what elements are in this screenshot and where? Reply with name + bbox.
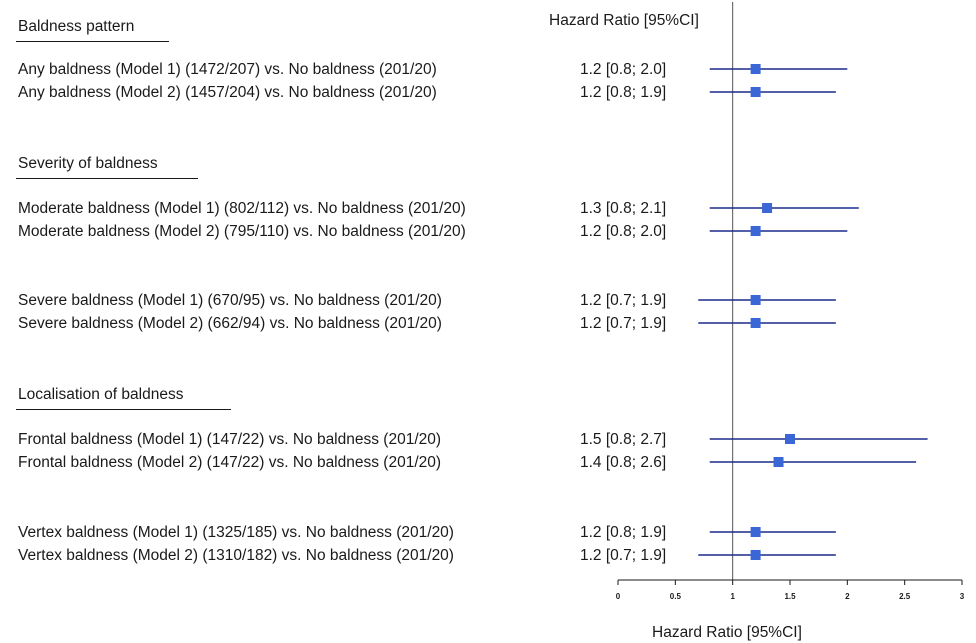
hr-marker [750, 527, 761, 537]
x-tick-label: 1 [730, 592, 735, 601]
section-underline [16, 178, 198, 179]
hr-marker [750, 550, 761, 560]
row-label: Severe baldness (Model 2) (662/94) vs. N… [18, 315, 442, 332]
row-label: Any baldness (Model 1) (1472/207) vs. No… [18, 61, 437, 78]
section-underline [16, 41, 169, 42]
x-axis-label: Hazard Ratio [95%CI] [652, 624, 802, 641]
row-label: Severe baldness (Model 1) (670/95) vs. N… [18, 292, 442, 309]
row-label: Frontal baldness (Model 2) (147/22) vs. … [18, 454, 442, 471]
hr-marker [750, 318, 761, 328]
row-label: Moderate baldness (Model 2) (795/110) vs… [18, 223, 466, 240]
row-hr-text: 1.3 [0.8; 2.1] [580, 200, 667, 217]
row-hr-text: 1.2 [0.8; 1.9] [580, 84, 667, 101]
row-hr-text: 1.2 [0.8; 2.0] [580, 61, 667, 78]
x-tick-label: 0.5 [670, 592, 682, 601]
hr-marker [762, 203, 773, 213]
row-hr-text: 1.2 [0.7; 1.9] [580, 547, 667, 564]
section-underline [16, 409, 231, 410]
row-hr-text: 1.5 [0.8; 2.7] [580, 431, 667, 448]
column-header: Hazard Ratio [95%CI] [549, 12, 699, 29]
row-hr-text: 1.4 [0.8; 2.6] [580, 454, 667, 471]
row-label: Any baldness (Model 2) (1457/204) vs. No… [18, 84, 437, 101]
x-tick-label: 2 [845, 592, 850, 601]
section-title-localisation: Localisation of baldness [18, 386, 184, 403]
x-tick-label: 1.5 [784, 592, 796, 601]
hr-marker [785, 434, 795, 444]
row-hr-text: 1.2 [0.7; 1.9] [580, 315, 667, 332]
row-hr-text: 1.2 [0.7; 1.9] [580, 292, 667, 309]
hr-marker [750, 64, 761, 74]
hr-marker [750, 87, 761, 97]
x-tick-label: 0 [616, 592, 621, 601]
row-hr-text: 1.2 [0.8; 2.0] [580, 223, 667, 240]
section-title-severity: Severity of baldness [18, 155, 158, 172]
row-label: Vertex baldness (Model 2) (1310/182) vs.… [18, 547, 454, 564]
row-label: Frontal baldness (Model 1) (147/22) vs. … [18, 431, 442, 448]
row-label: Vertex baldness (Model 1) (1325/185) vs.… [18, 524, 454, 541]
section-title-baldness-pattern: Baldness pattern [18, 18, 135, 35]
x-tick-label: 2.5 [899, 592, 911, 601]
row-hr-text: 1.2 [0.8; 1.9] [580, 524, 667, 541]
row-label: Moderate baldness (Model 1) (802/112) vs… [18, 200, 466, 217]
hr-marker [750, 226, 761, 236]
hr-marker [750, 295, 761, 305]
hr-marker [773, 457, 784, 467]
x-tick-label: 3 [960, 592, 965, 601]
